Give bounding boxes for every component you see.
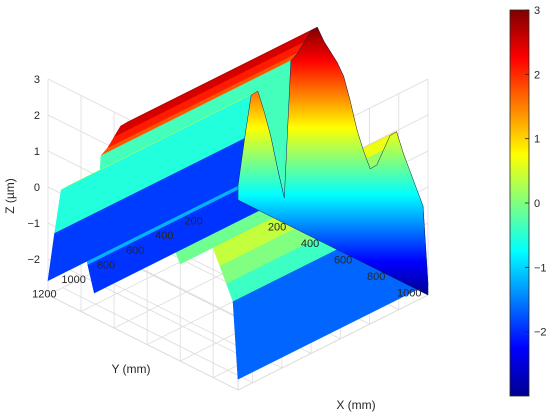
axis-ticks: 200 400 600 800 1000 200 400 600 800 1000 1200 −2 −1… — [27, 74, 421, 301]
z-tick-label: 3 — [34, 74, 40, 86]
colorbar-tick-label: 0 — [534, 198, 540, 210]
z-tick-label: −2 — [27, 254, 40, 266]
z-tick-label: −1 — [27, 218, 40, 230]
colorbar-tick-label: −1 — [534, 262, 547, 274]
z-tick-label: 1 — [34, 146, 40, 158]
x-axis-label: X (mm) — [336, 398, 375, 412]
y-tick-label: 1000 — [61, 274, 85, 286]
x-tick-label: 200 — [268, 222, 286, 234]
y-tick-label: 800 — [97, 259, 115, 271]
y-tick-label: 400 — [155, 230, 173, 242]
colorbar: 3 2 1 0 −1 −2 — [509, 5, 547, 397]
y-tick-label: 600 — [126, 245, 144, 257]
y-axis-label: Y (mm) — [111, 362, 150, 376]
gridline — [62, 287, 253, 384]
colorbar-tick-label: 3 — [534, 5, 540, 17]
x-tick-label: 400 — [301, 238, 319, 250]
z-tick-label: 0 — [34, 182, 40, 194]
colorbar-tick-label: 1 — [534, 134, 540, 146]
gridline — [237, 294, 429, 391]
x-tick-label: 600 — [334, 255, 352, 267]
y-tick-label: 200 — [184, 216, 202, 228]
surface-end-cap — [237, 26, 429, 296]
colorbar-tick-label: 2 — [534, 69, 540, 81]
colorbar-tick-label: −2 — [534, 327, 547, 339]
surface-plot — [47, 26, 429, 380]
z-tick-label: 2 — [34, 110, 40, 122]
x-tick-label: 800 — [367, 271, 385, 283]
z-axis-label: Z (µm) — [3, 178, 17, 214]
y-tick-label: 1200 — [32, 289, 56, 301]
gridline — [47, 294, 239, 391]
x-tick-label: 1000 — [397, 288, 421, 300]
gridline — [47, 258, 239, 355]
